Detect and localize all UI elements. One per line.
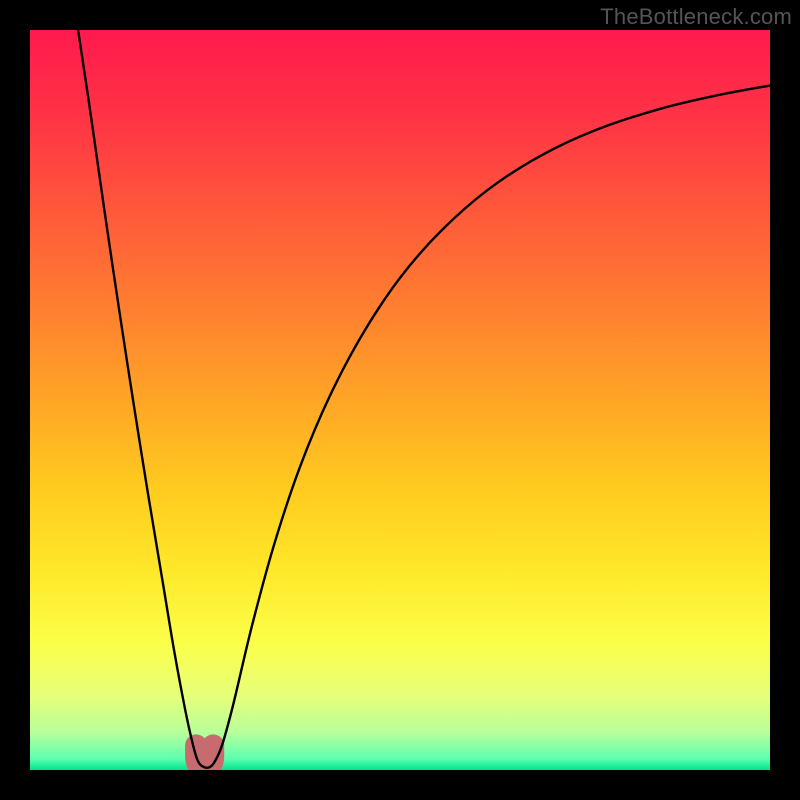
chart-frame: TheBottleneck.com [0, 0, 800, 800]
gradient-background [30, 30, 770, 770]
watermark-text: TheBottleneck.com [600, 4, 792, 30]
bottleneck-chart-svg [30, 30, 770, 770]
plot-area [30, 30, 770, 770]
